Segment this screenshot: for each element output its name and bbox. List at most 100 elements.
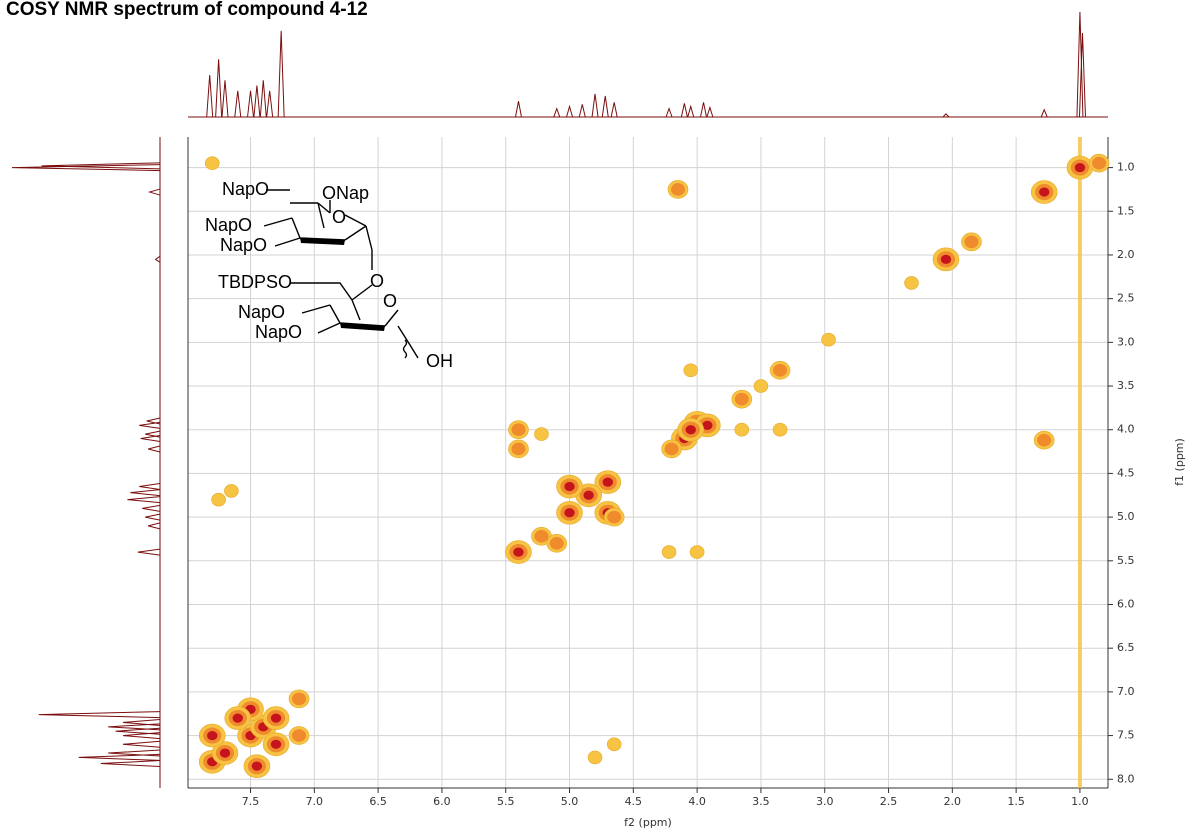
contour-ring	[251, 761, 263, 771]
cross-peak	[772, 422, 788, 437]
contour-ring	[549, 537, 564, 550]
contour-ring	[207, 730, 218, 741]
cross-peak	[904, 276, 919, 290]
projection-peak	[147, 188, 161, 196]
y-tick-label: 6.0	[1117, 597, 1135, 610]
x-tick-label: 3.5	[752, 795, 770, 808]
projection-peak	[206, 74, 214, 118]
x-tick-label: 7.5	[242, 795, 260, 808]
projection-peak	[146, 417, 161, 425]
contour-ring	[664, 442, 679, 456]
cross-peak	[224, 484, 239, 498]
x-tick-label: 5.0	[561, 795, 579, 808]
projection-peak	[1040, 108, 1048, 118]
wedge	[300, 238, 345, 245]
contour-ring	[270, 713, 282, 723]
projection-peak	[100, 760, 161, 768]
cross-peak	[683, 363, 699, 378]
cross-peak	[661, 545, 677, 559]
structure-label: O	[332, 207, 346, 227]
projection-peak	[122, 740, 161, 748]
projection-peak	[78, 753, 161, 761]
projection-peak	[1076, 11, 1084, 118]
contour-ring	[513, 547, 524, 557]
projection-peak	[215, 59, 223, 118]
cross-peak	[689, 545, 705, 559]
structure-label: NapO	[255, 322, 302, 342]
contour-ring	[940, 254, 952, 264]
y-axis-label: f1 (ppm)	[1173, 438, 1186, 486]
structure-label: NapO	[205, 215, 252, 235]
contour-ring	[564, 508, 575, 518]
x-tick-label: 6.0	[433, 795, 451, 808]
y-tick-label: 8.0	[1117, 772, 1135, 785]
cross-peak	[734, 422, 750, 437]
contour-ring	[534, 530, 549, 543]
projection-peak	[259, 80, 267, 118]
structure-label: NapO	[220, 235, 267, 255]
projection-peak	[11, 164, 161, 172]
projection-peak	[108, 749, 161, 757]
projection-peak	[139, 421, 161, 429]
y-tick-label: 2.5	[1117, 292, 1135, 305]
cross-peak	[587, 750, 603, 765]
structure-label: O	[370, 271, 384, 291]
projection-peak	[1078, 32, 1086, 118]
projection-peak	[253, 85, 261, 118]
x-tick-label: 1.5	[1007, 795, 1025, 808]
projection-peak	[38, 711, 161, 719]
y-tick-label: 5.5	[1117, 554, 1135, 567]
noise-ridge	[1077, 137, 1082, 788]
projection-peak	[148, 522, 161, 530]
structure-label: O	[383, 291, 397, 311]
projection-peak	[680, 103, 688, 118]
contour-ring	[583, 490, 594, 500]
projection-peak	[154, 255, 161, 263]
contour-ring	[564, 481, 575, 492]
contour-ring	[773, 364, 788, 377]
structure-label: ONap	[322, 183, 369, 203]
projection-peak	[142, 504, 161, 512]
y-tick-label: 3.0	[1117, 335, 1135, 348]
projection-peak	[687, 104, 695, 118]
bond	[290, 282, 419, 359]
contour-ring	[1092, 156, 1107, 170]
cross-peak	[534, 427, 549, 441]
projection-peak	[130, 489, 161, 497]
contour-ring	[607, 510, 622, 524]
y-tick-label: 5.0	[1117, 510, 1135, 523]
contour-ring	[511, 442, 526, 456]
contour-ring	[1037, 433, 1052, 447]
contour-ring	[670, 183, 685, 196]
cross-peak	[753, 379, 769, 393]
projection-peak	[139, 483, 161, 491]
projection-peak	[566, 104, 574, 118]
y-tick-label: 4.0	[1117, 423, 1135, 436]
chart-title: COSY NMR spectrum of compound 4-12	[6, 0, 368, 20]
contour-ring	[702, 420, 713, 430]
projection-peak	[665, 107, 673, 118]
projection-peak	[942, 113, 950, 118]
projection-peak	[41, 162, 161, 170]
contour-ring	[270, 739, 282, 749]
y-tick-label: 1.0	[1117, 161, 1135, 174]
x-tick-label: 5.5	[497, 795, 515, 808]
projection-peak	[140, 434, 161, 442]
contour-ring	[964, 235, 979, 249]
contour-ring	[602, 477, 614, 487]
projection-peak	[700, 102, 707, 118]
projection-peak	[145, 430, 161, 438]
projection-peak	[221, 80, 229, 118]
wedge	[340, 323, 385, 331]
contour-ring	[219, 748, 231, 758]
projection-peak	[610, 102, 618, 118]
x-tick-label: 3.0	[816, 795, 834, 808]
contour-ring	[511, 423, 526, 437]
projection-peak	[706, 105, 714, 118]
contour-ring	[232, 713, 243, 723]
cross-peak	[606, 737, 622, 752]
x-tick-label: 6.5	[369, 795, 387, 808]
y-tick-label: 7.0	[1117, 685, 1135, 698]
